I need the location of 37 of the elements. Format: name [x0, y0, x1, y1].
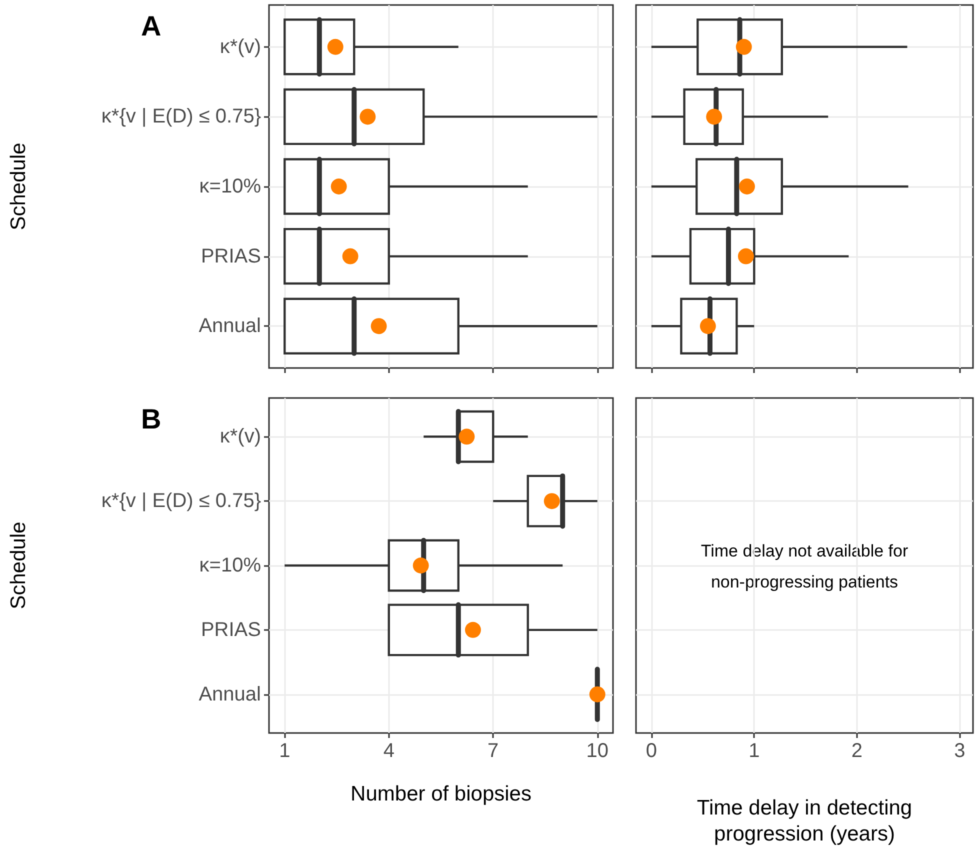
x-axis-title: Time delay in detecting progression (years)	[696, 796, 912, 846]
point	[412, 558, 429, 574]
x-tick-label: 1	[279, 740, 290, 762]
y-tick-label: κ*(v)	[220, 426, 261, 448]
point	[342, 248, 358, 264]
point	[589, 686, 606, 702]
y-tick-label: κ*(v)	[220, 36, 261, 58]
y-tick-label: Annual	[198, 683, 261, 706]
x-tick-label: 1	[748, 740, 760, 762]
point	[738, 178, 755, 194]
x-axis-title: Number of biopsies	[350, 782, 532, 806]
y-tick-label: κ*{v | E(D) ≤ 0.75}	[101, 106, 262, 128]
chart-title: B	[141, 404, 162, 434]
y-tick-label: PRIAS	[200, 618, 261, 641]
y-axis-title: Schedule	[7, 522, 30, 610]
chart-title: A	[141, 10, 162, 42]
y-tick-label: PRIAS	[200, 245, 261, 268]
y-tick-label: κ*{v | E(D) ≤ 0.75}	[101, 490, 262, 512]
point	[327, 38, 344, 55]
x-tick-label: 0	[646, 740, 657, 762]
x-tick-label: 2	[851, 740, 862, 762]
annotation: Time delay not available for non-progressing patients	[700, 542, 908, 592]
y-tick-label: Annual	[198, 315, 261, 338]
point	[330, 178, 347, 194]
x-tick-label: 10	[586, 740, 608, 762]
y-tick-label: κ=10%	[199, 176, 262, 198]
x-tick-label: 4	[383, 740, 394, 762]
point	[458, 428, 475, 445]
y-axis-title: Schedule	[7, 142, 30, 230]
y-tick-label: κ=10%	[199, 554, 262, 576]
point	[370, 318, 387, 334]
x-tick-label: 7	[488, 740, 499, 762]
point	[738, 248, 754, 264]
point	[464, 622, 481, 638]
x-tick-label: 3	[954, 740, 966, 762]
point	[736, 38, 752, 55]
point	[360, 108, 376, 125]
